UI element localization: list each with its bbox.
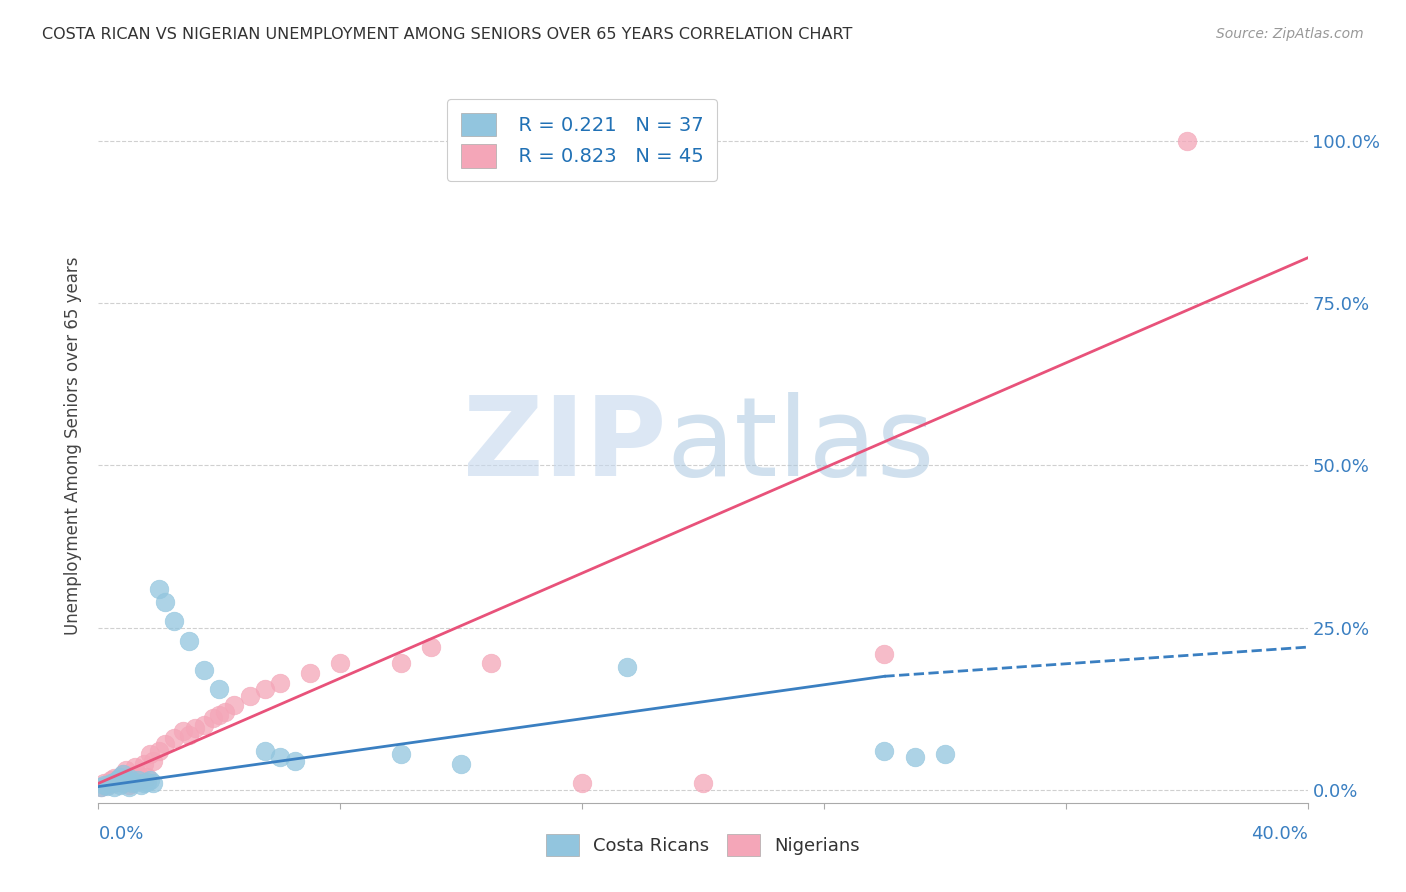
Text: atlas: atlas (666, 392, 935, 500)
Point (148, 744, 170, 758)
Point (616, 659, 638, 673)
Point (124, 775, 146, 789)
Point (179, 633, 201, 648)
Point (111, 776, 134, 790)
Point (139, 773, 162, 788)
Point (420, 640, 443, 654)
Point (93, 778, 115, 792)
Point (105, 775, 128, 789)
Point (239, 689, 262, 703)
Point (135, 770, 157, 784)
Point (132, 776, 155, 790)
Point (103, 775, 125, 789)
Point (202, 711, 225, 725)
Point (103, 771, 125, 785)
Point (108, 773, 131, 788)
Point (299, 666, 322, 681)
Point (193, 663, 215, 677)
Point (121, 775, 143, 789)
Point (148, 582, 170, 596)
Point (139, 747, 162, 761)
Point (105, 773, 128, 788)
Point (124, 760, 146, 774)
Point (224, 698, 246, 713)
Point (172, 724, 194, 739)
Point (100, 773, 122, 788)
Point (129, 773, 152, 788)
Point (163, 731, 186, 745)
Point (214, 705, 236, 719)
Point (450, 756, 472, 771)
Text: COSTA RICAN VS NIGERIAN UNEMPLOYMENT AMONG SENIORS OVER 65 YEARS CORRELATION CHA: COSTA RICAN VS NIGERIAN UNEMPLOYMENT AMO… (42, 27, 852, 42)
Point (108, 778, 131, 792)
Point (103, 780, 125, 794)
Point (129, 778, 152, 792)
Y-axis label: Unemployment Among Seniors over 65 years: Unemployment Among Seniors over 65 years (65, 257, 83, 635)
Point (118, 780, 141, 794)
Point (114, 773, 136, 788)
Point (100, 776, 122, 790)
Point (135, 775, 157, 789)
Point (93, 776, 115, 790)
Point (96, 778, 118, 792)
Point (873, 744, 896, 758)
Point (284, 754, 307, 768)
Point (389, 657, 412, 671)
Text: ZIP: ZIP (464, 392, 666, 500)
Point (111, 771, 134, 785)
Point (118, 771, 141, 785)
Point (127, 766, 149, 780)
Point (132, 756, 155, 771)
Legend: Costa Ricans, Nigerians: Costa Ricans, Nigerians (537, 825, 869, 865)
Point (481, 657, 503, 671)
Point (253, 744, 276, 758)
Point (142, 754, 165, 768)
Point (96, 779, 118, 793)
Point (114, 764, 136, 778)
Point (179, 728, 201, 742)
Text: 40.0%: 40.0% (1251, 825, 1308, 843)
Point (208, 708, 231, 723)
Point (329, 657, 352, 671)
Point (118, 778, 141, 792)
Point (253, 682, 276, 697)
Text: Source: ZipAtlas.com: Source: ZipAtlas.com (1216, 27, 1364, 41)
Point (111, 766, 134, 780)
Point (121, 776, 143, 790)
Point (90, 780, 112, 794)
Point (108, 770, 131, 784)
Point (163, 614, 186, 628)
Point (127, 773, 149, 788)
Point (904, 750, 927, 764)
Point (269, 750, 291, 764)
Point (118, 768, 141, 782)
Point (184, 721, 207, 735)
Point (153, 595, 176, 609)
Text: 0.0%: 0.0% (98, 825, 143, 843)
Point (108, 770, 131, 784)
Point (153, 738, 176, 752)
Point (193, 718, 215, 732)
Point (90, 780, 112, 794)
Point (934, 747, 956, 761)
Point (389, 747, 412, 761)
Point (208, 682, 231, 697)
Point (269, 675, 291, 690)
Point (571, 776, 593, 790)
Point (873, 647, 896, 661)
Point (692, 776, 714, 790)
Point (103, 776, 125, 790)
Point (1175, 134, 1198, 148)
Point (111, 766, 134, 780)
Point (142, 776, 165, 790)
